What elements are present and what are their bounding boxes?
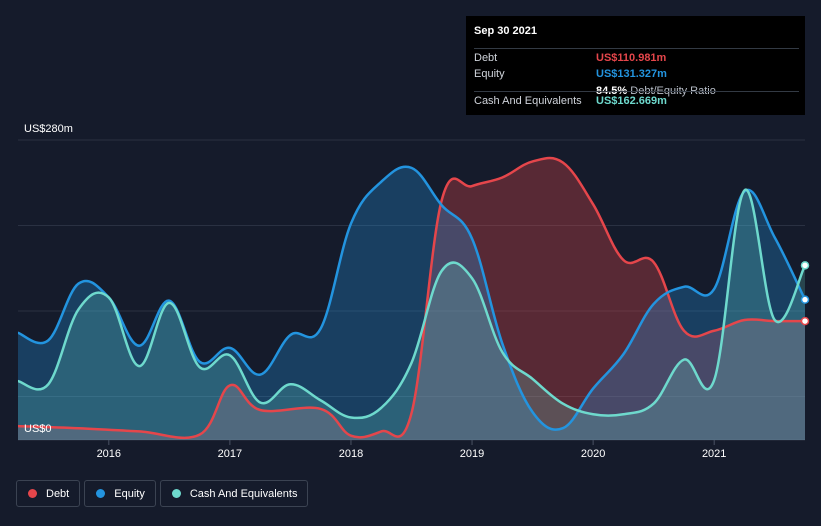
legend-debt-label: Debt [46, 487, 70, 500]
tooltip-equity-value: US$131.327m [596, 68, 667, 80]
series-end-dots [800, 261, 810, 326]
tooltip-cash-label: Cash And Equivalents [474, 95, 582, 107]
debt-dot-icon [28, 489, 37, 498]
legend-cash-label: Cash And Equivalents [189, 487, 298, 500]
legend-equity-label: Equity [114, 487, 145, 500]
x-tick-label: 2019 [460, 448, 484, 460]
legend: Debt Equity Cash And Equivalents [16, 480, 309, 507]
area-cash-and-equivalents [18, 189, 805, 440]
line-equity [18, 165, 805, 431]
x-tick-label: 2020 [581, 448, 605, 460]
series-lines [18, 156, 805, 440]
tooltip-row-debt: Debt US$110.981m [474, 48, 799, 66]
cash-dot-icon [171, 489, 181, 498]
x-tick-label: 2021 [702, 448, 726, 460]
series-areas [18, 157, 805, 440]
tooltip-row-equity: Equity US$131.327m [474, 65, 799, 82]
end-point-equity [800, 295, 810, 304]
end-point-cash-and-equivalents [800, 261, 810, 270]
y-axis-bottom-label: US$0 [24, 423, 52, 435]
tooltip-debt-label: Debt [474, 52, 498, 64]
legend-item-equity[interactable]: Equity [84, 480, 156, 507]
tooltip-equity-label: Equity [474, 68, 505, 80]
legend-item-debt[interactable]: Debt [16, 480, 81, 507]
tooltip-date: Sep 30 2021 [474, 25, 537, 37]
area-debt [18, 157, 805, 440]
tooltip-debt-value: US$110.981m [596, 52, 667, 64]
legend-item-cash[interactable]: Cash And Equivalents [159, 480, 309, 507]
tooltip-row-cash: Cash And Equivalents US$162.669m [474, 91, 799, 109]
tooltip-cash-value: US$162.669m [596, 95, 667, 107]
equity-dot-icon [96, 489, 106, 498]
x-tick-label: 2018 [339, 448, 363, 460]
end-point-debt [800, 316, 810, 326]
line-cash-and-equivalents [18, 188, 805, 420]
x-tick-label: 2016 [97, 448, 121, 460]
area-equity [18, 166, 805, 440]
x-tick-label: 2017 [218, 448, 242, 460]
tooltip-panel: Sep 30 2021 Debt US$110.981m Equity US$1… [466, 16, 805, 115]
y-axis-top-label: US$280m [24, 123, 73, 135]
line-debt [18, 156, 805, 440]
x-axis-ticks: 2016 2017 2018 2019 2020 2021 [97, 440, 726, 460]
